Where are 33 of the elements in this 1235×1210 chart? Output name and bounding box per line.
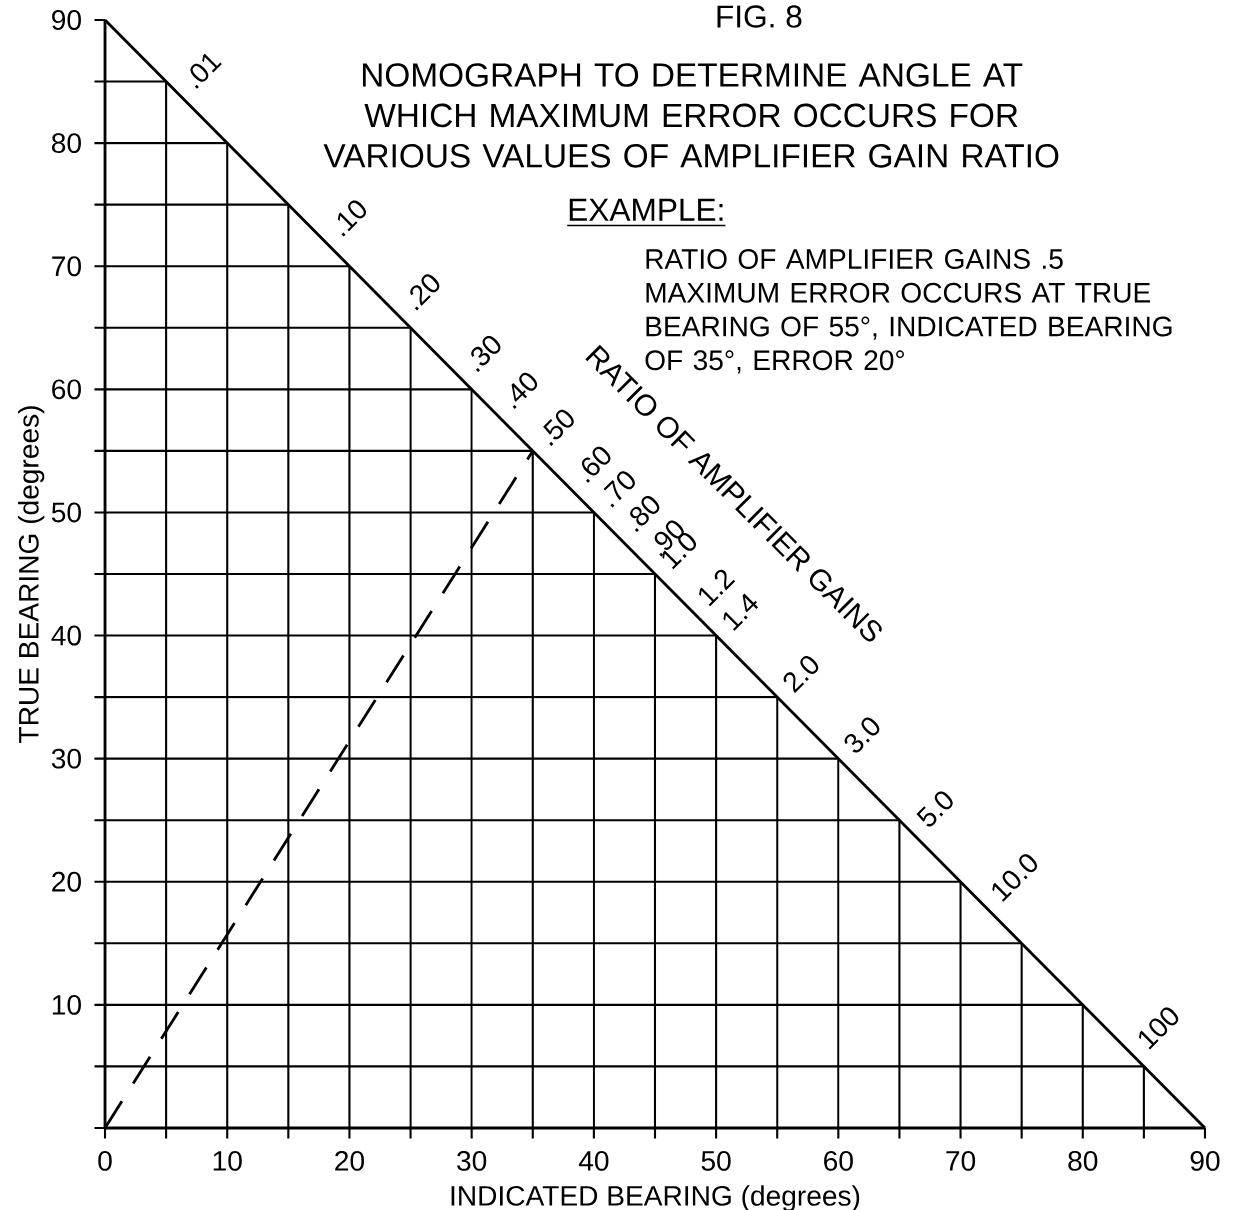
y-axis-title: TRUE BEARING (degrees) <box>18 406 45 743</box>
annotation: EXAMPLE: <box>569 198 723 221</box>
annotation: 100 <box>1138 1007 1179 1050</box>
annotation: .30 <box>471 335 501 373</box>
annotation: .50 <box>543 409 574 446</box>
y-tick-label: 40 <box>51 625 81 646</box>
x-tick-label: 50 <box>701 1150 731 1171</box>
annotation: .40 <box>511 372 538 409</box>
y-tick-label: 70 <box>52 256 81 277</box>
x-tick-label: 60 <box>824 1150 853 1171</box>
x-tick-label: 40 <box>578 1150 609 1171</box>
y-tick-label: 30 <box>51 748 81 769</box>
y-tick-label: 10 <box>52 994 81 1015</box>
x-tick-label: 90 <box>1190 1150 1220 1171</box>
y-tick-label: 60 <box>52 379 81 400</box>
annotation: 2.0 <box>783 655 819 693</box>
x-tick-label: 70 <box>946 1150 976 1171</box>
x-tick-label: 0 <box>98 1150 112 1171</box>
annotation: .01 <box>190 53 222 89</box>
annotation: 3.0 <box>844 717 880 753</box>
x-tick-label: 80 <box>1068 1150 1098 1171</box>
chart-title: FIG. 8 <box>717 5 802 28</box>
text: NOMOGRAPH TO DETERMINE ANGLE AT WHICH MAXIMUM ERROR OCCURS FOR VARIOUS VALUES OF AMPLIFIER GAIN RATIO <box>323 63 1059 168</box>
x-tick-label: 10 <box>213 1150 242 1171</box>
annotation: 5.0 <box>916 791 953 827</box>
y-tick-label: 20 <box>52 871 81 892</box>
annotation: .20 <box>410 274 440 311</box>
y-tick-label: 50 <box>51 502 81 523</box>
x-tick-label: 20 <box>335 1150 364 1171</box>
y-tick-label: 80 <box>51 133 81 154</box>
y-tick-label: 90 <box>52 10 81 30</box>
annotation: .10 <box>337 200 367 237</box>
x-tick-label: 30 <box>457 1150 487 1171</box>
